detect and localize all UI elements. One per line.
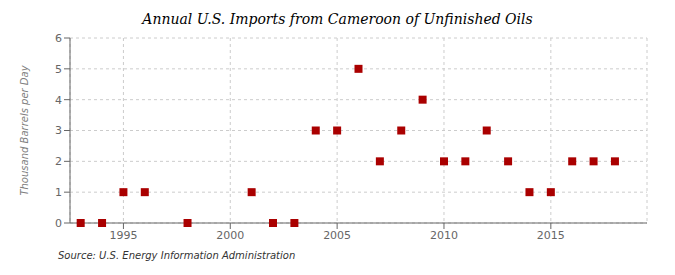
- html-text:Annual U.S. Imports from Camer: Annual U.S. Imports from Cameroon of Unf…: [142, 11, 533, 27]
- svg-text:2010: 2010: [430, 229, 458, 242]
- svg-text:2015: 2015: [537, 229, 565, 242]
- svg-text:4: 4: [55, 94, 62, 107]
- svg-text:2000: 2000: [216, 229, 244, 242]
- svg-text:5: 5: [55, 63, 62, 76]
- svg-text:6: 6: [55, 32, 62, 45]
- html-text:Source: U.S. Energy Informatio: Source: U.S. Energy Information Administ…: [58, 250, 296, 261]
- svg-text:3: 3: [55, 124, 62, 137]
- svg-text:1: 1: [55, 186, 62, 199]
- svg-text:0: 0: [55, 217, 62, 230]
- svg-text:2: 2: [55, 155, 62, 168]
- svg-text:1995: 1995: [109, 229, 137, 242]
- svg-text:Thousand Barrels per Day: Thousand Barrels per Day: [19, 64, 30, 195]
- svg-text:2005: 2005: [323, 229, 351, 242]
